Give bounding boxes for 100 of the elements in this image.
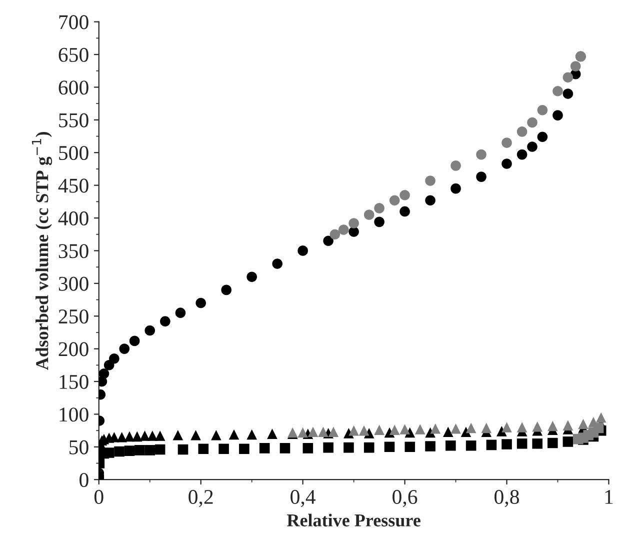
point (147, 430, 158, 441)
point (552, 86, 563, 96)
point (502, 158, 512, 169)
point (364, 210, 374, 220)
point (246, 272, 257, 282)
point (198, 444, 209, 454)
point (116, 432, 127, 442)
point (308, 426, 318, 438)
point (178, 444, 188, 455)
point (502, 422, 512, 432)
point (562, 72, 574, 83)
point (364, 442, 374, 453)
point (175, 308, 186, 318)
y-tick-label: 600 (58, 80, 88, 95)
point (109, 353, 120, 364)
point (476, 149, 486, 160)
y-tick-label: 150 (60, 374, 88, 389)
point (389, 195, 400, 206)
point (532, 421, 542, 432)
point (527, 117, 538, 128)
y-tick-label: 0 (80, 472, 88, 488)
point (578, 418, 588, 430)
point (348, 226, 359, 237)
point (154, 444, 166, 455)
point (400, 206, 410, 217)
point (160, 316, 170, 326)
point (338, 224, 349, 235)
point (144, 325, 156, 336)
point (298, 246, 308, 256)
point (190, 430, 201, 440)
point (537, 132, 548, 142)
point (280, 443, 290, 454)
point (218, 444, 229, 454)
point (98, 368, 110, 379)
point (221, 284, 232, 296)
point (302, 443, 314, 454)
point (516, 422, 528, 432)
point (328, 426, 339, 438)
point (450, 423, 461, 434)
point (547, 438, 558, 448)
point (374, 203, 384, 214)
point (425, 195, 436, 206)
y-tick-label: 450 (58, 178, 88, 193)
point (425, 441, 436, 452)
point (552, 110, 563, 120)
point (562, 420, 574, 430)
y-tick-label: 500 (59, 146, 88, 160)
point (228, 429, 240, 440)
y-tick-label: 200 (58, 342, 88, 356)
point (516, 149, 528, 160)
point (516, 438, 528, 449)
point (330, 229, 340, 240)
y-tick-label: 250 (58, 309, 88, 324)
point (140, 430, 150, 441)
point (210, 430, 222, 440)
point (593, 422, 604, 434)
point (476, 172, 486, 182)
point (502, 138, 512, 148)
point (404, 442, 416, 452)
point (144, 445, 156, 456)
point (450, 183, 461, 194)
x-tick-label: 1 (605, 490, 613, 504)
point (442, 426, 454, 438)
point (537, 104, 548, 116)
x-tick-label: 0,6 (392, 490, 418, 507)
point (348, 218, 359, 228)
point (132, 431, 142, 442)
point (466, 422, 476, 434)
point (446, 440, 456, 451)
point (154, 430, 166, 441)
point (358, 425, 370, 436)
y-tick-label: 350 (58, 244, 88, 258)
x-axis-title: Relative Pressure (286, 514, 420, 527)
point (348, 425, 359, 436)
point (104, 448, 114, 458)
point (450, 160, 461, 171)
point (124, 431, 135, 442)
point (318, 426, 328, 438)
point (239, 444, 250, 454)
x-tick-label: 0 (94, 490, 104, 504)
point (259, 443, 270, 454)
point (400, 190, 410, 200)
point (134, 445, 145, 456)
point (298, 427, 308, 438)
point (430, 423, 441, 434)
point (425, 176, 436, 186)
point (374, 424, 384, 436)
y-tick-label: 700 (59, 15, 88, 30)
point (124, 446, 135, 456)
point (323, 442, 334, 453)
point (344, 442, 354, 453)
point (414, 424, 426, 434)
y-tick-label: 650 (58, 48, 88, 62)
point (119, 344, 130, 354)
x-tick-label: 0,8 (494, 490, 519, 507)
y-axis-title: Adsorbed volume (cc STP g$^{−1}$) (32, 132, 52, 370)
point (460, 426, 472, 438)
point (129, 336, 140, 346)
y-tick-label: 550 (59, 113, 88, 128)
point (502, 439, 512, 450)
